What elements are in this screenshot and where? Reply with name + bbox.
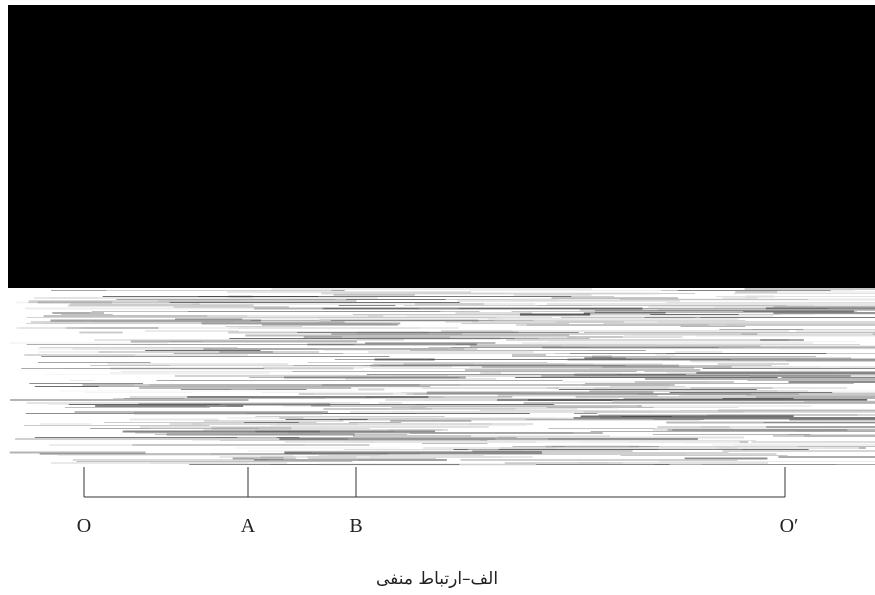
scan-noise [9,288,875,466]
axis [83,467,786,498]
point-label: A [241,515,256,537]
dark-region [8,5,875,288]
point-label: O [77,515,91,537]
point-label: O′ [780,515,799,537]
caption: الف–ارتباط منفی [376,569,498,589]
point-label: B [349,515,362,537]
